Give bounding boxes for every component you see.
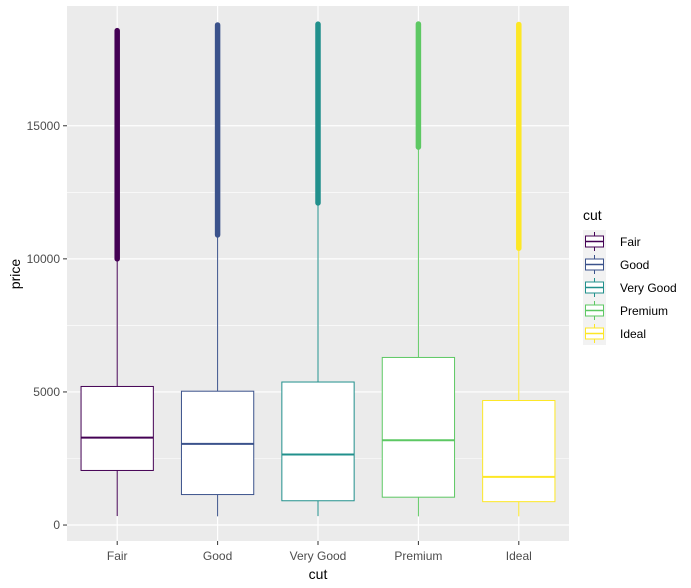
x-tick-label: Good <box>203 549 232 563</box>
legend-label: Very Good <box>620 281 677 295</box>
boxes <box>80 21 556 517</box>
x-axis-title: cut <box>309 566 328 582</box>
legend-label: Fair <box>620 235 641 249</box>
box-ideal <box>482 21 556 517</box>
box-iqr <box>482 400 556 503</box>
box-good <box>180 22 255 517</box>
legend-key <box>583 322 606 345</box>
y-tick-label: 15000 <box>27 119 61 133</box>
x-tick-label: Ideal <box>506 549 532 563</box>
x-tick-label: Very Good <box>290 549 347 563</box>
legend-label: Premium <box>620 304 668 318</box>
legend-key <box>583 299 606 322</box>
legend: cut Fair Good Very Good Premium Ideal <box>583 207 677 345</box>
x-axis: Fair Good Very Good Premium Ideal <box>107 541 532 563</box>
y-axis-title: price <box>7 259 23 290</box>
box-iqr <box>281 381 355 502</box>
x-tick-label: Premium <box>394 549 442 563</box>
y-tick-label: 10000 <box>27 252 61 266</box>
legend-key <box>583 230 606 253</box>
box-fair <box>80 27 154 517</box>
y-tick-label: 5000 <box>33 385 60 399</box>
legend-label: Ideal <box>620 327 646 341</box>
legend-key <box>583 276 606 299</box>
box-premium <box>381 21 456 517</box>
y-axis: 0 5000 10000 15000 <box>27 119 67 532</box>
box-iqr <box>381 356 456 498</box>
box-iqr <box>80 385 154 471</box>
box-very-good <box>281 21 355 517</box>
legend-key <box>583 253 606 276</box>
legend-label: Good <box>620 258 649 272</box>
legend-title: cut <box>583 207 602 223</box>
x-tick-label: Fair <box>107 549 128 563</box>
y-tick-label: 0 <box>53 518 60 532</box>
